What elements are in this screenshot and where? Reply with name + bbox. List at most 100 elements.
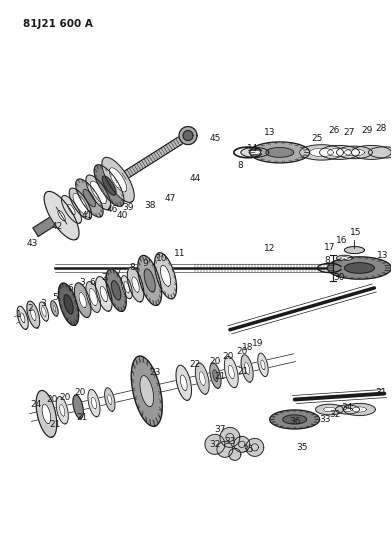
Polygon shape [352, 146, 391, 159]
Polygon shape [345, 263, 374, 273]
Polygon shape [220, 427, 240, 447]
Polygon shape [179, 127, 197, 144]
Text: 19: 19 [252, 339, 263, 348]
Polygon shape [140, 376, 154, 407]
Polygon shape [228, 365, 234, 379]
Polygon shape [60, 405, 65, 416]
Polygon shape [154, 253, 176, 299]
Polygon shape [27, 301, 40, 328]
Polygon shape [316, 404, 343, 415]
Text: 39: 39 [122, 203, 134, 212]
Polygon shape [53, 305, 56, 311]
Text: 2: 2 [102, 273, 107, 282]
Polygon shape [105, 388, 115, 411]
Text: 81J21 600 A: 81J21 600 A [23, 19, 93, 29]
Polygon shape [68, 204, 75, 215]
Text: 12: 12 [264, 244, 276, 253]
Polygon shape [109, 168, 127, 192]
Text: 20: 20 [222, 352, 234, 361]
Polygon shape [336, 255, 352, 261]
Polygon shape [121, 276, 132, 298]
Polygon shape [195, 363, 209, 394]
Polygon shape [310, 148, 334, 157]
Text: 8: 8 [325, 255, 330, 264]
Text: 17: 17 [324, 243, 335, 252]
Polygon shape [234, 437, 250, 453]
Polygon shape [217, 441, 233, 457]
Text: 13: 13 [264, 128, 276, 137]
Polygon shape [88, 390, 100, 417]
Polygon shape [106, 269, 126, 311]
Text: 33: 33 [319, 415, 330, 424]
Text: 36: 36 [289, 417, 300, 426]
Polygon shape [138, 255, 162, 305]
Polygon shape [249, 150, 261, 155]
Polygon shape [224, 357, 238, 387]
Polygon shape [266, 148, 294, 157]
Polygon shape [96, 277, 112, 311]
Polygon shape [336, 146, 372, 159]
Text: 21: 21 [237, 367, 249, 376]
Text: 31: 31 [376, 388, 387, 397]
Text: 43: 43 [27, 239, 38, 248]
Polygon shape [246, 438, 264, 456]
Text: 21: 21 [214, 372, 226, 381]
Polygon shape [368, 147, 392, 158]
Text: 41: 41 [82, 211, 93, 220]
Polygon shape [241, 148, 269, 157]
Text: 14: 14 [247, 144, 258, 153]
Text: 25: 25 [311, 134, 322, 143]
Polygon shape [229, 448, 241, 461]
Text: 3: 3 [41, 300, 46, 309]
Polygon shape [39, 302, 49, 321]
Polygon shape [83, 189, 96, 207]
Text: 32: 32 [209, 440, 221, 449]
Text: 35: 35 [296, 443, 307, 452]
Polygon shape [241, 355, 253, 382]
Text: 47: 47 [164, 193, 176, 203]
Text: 2: 2 [28, 304, 33, 313]
Text: 40: 40 [116, 211, 128, 220]
Polygon shape [323, 407, 336, 412]
Polygon shape [319, 146, 359, 159]
Text: 15: 15 [350, 228, 361, 237]
Text: 10: 10 [156, 254, 168, 263]
Text: 11: 11 [174, 248, 186, 257]
Polygon shape [328, 148, 352, 157]
Polygon shape [74, 283, 91, 318]
Polygon shape [112, 281, 121, 300]
Polygon shape [90, 181, 106, 204]
Text: 32: 32 [329, 410, 340, 419]
Polygon shape [183, 131, 193, 141]
Polygon shape [86, 175, 111, 209]
Polygon shape [64, 295, 73, 314]
Text: 8: 8 [237, 161, 243, 170]
Text: 6: 6 [89, 278, 95, 287]
Text: 44: 44 [189, 174, 201, 183]
Polygon shape [79, 293, 86, 308]
Text: 16: 16 [336, 236, 347, 245]
Text: 6: 6 [67, 285, 73, 294]
Text: 34: 34 [342, 403, 353, 412]
Polygon shape [180, 375, 187, 391]
Polygon shape [62, 196, 82, 223]
Polygon shape [250, 142, 310, 163]
Text: 35: 35 [242, 445, 254, 454]
Polygon shape [102, 176, 116, 195]
Text: 21: 21 [77, 413, 88, 422]
Polygon shape [345, 247, 365, 254]
Polygon shape [56, 397, 68, 424]
Polygon shape [17, 306, 28, 329]
Polygon shape [42, 404, 51, 424]
Text: 42: 42 [52, 222, 63, 231]
Text: 22: 22 [189, 360, 201, 369]
Text: 28: 28 [376, 124, 387, 133]
Polygon shape [261, 360, 265, 370]
Polygon shape [73, 395, 83, 418]
Text: 8: 8 [129, 263, 135, 272]
Polygon shape [58, 283, 79, 326]
Text: 9: 9 [142, 259, 148, 268]
Text: 13: 13 [377, 251, 388, 260]
Text: 38: 38 [144, 201, 156, 209]
Polygon shape [20, 313, 25, 322]
